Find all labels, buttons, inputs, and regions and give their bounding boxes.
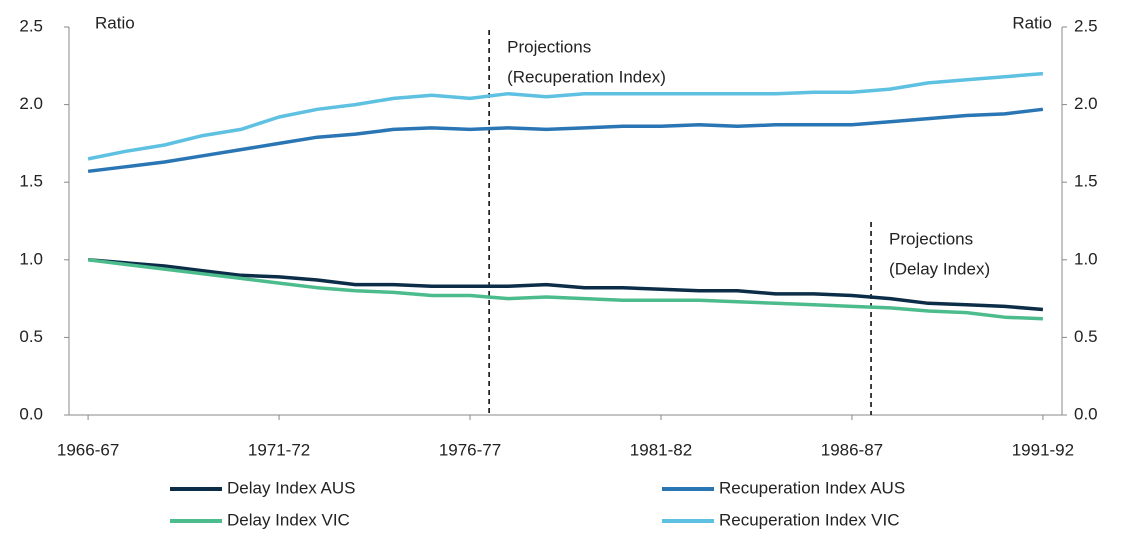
series-line <box>87 258 1044 312</box>
x-tick-label: 1966-67 <box>57 440 119 459</box>
legend-label: Recuperation Index VIC <box>719 510 900 529</box>
annotation-text: (Recuperation Index) <box>507 67 666 86</box>
series-line <box>87 107 1044 174</box>
y2-axis-label: Ratio <box>1012 13 1052 32</box>
series-line <box>87 71 1044 161</box>
y2-tick-label: 0.5 <box>1074 327 1098 346</box>
y-axis-label: Ratio <box>95 13 135 32</box>
y-tick-label: 1.5 <box>19 172 43 191</box>
series-line <box>87 258 1043 321</box>
y-tick-label: 0.5 <box>19 327 43 346</box>
legend-label: Delay Index VIC <box>227 510 350 529</box>
y-tick-label: 0.0 <box>19 404 43 423</box>
y2-tick-label: 2.5 <box>1074 16 1098 35</box>
annotation-text: Projections <box>507 37 591 56</box>
legend-label: Recuperation Index AUS <box>719 478 905 497</box>
y2-tick-label: 0.0 <box>1074 404 1098 423</box>
x-tick-label: 1986-87 <box>821 440 883 459</box>
annotation-text: (Delay Index) <box>889 259 990 278</box>
x-tick-label: 1991-92 <box>1012 440 1074 459</box>
y2-tick-label: 2.0 <box>1074 94 1098 113</box>
x-tick-label: 1976-77 <box>439 440 501 459</box>
x-tick-label: 1981-82 <box>630 440 692 459</box>
annotation-text: Projections <box>889 229 973 248</box>
y2-tick-label: 1.5 <box>1074 172 1098 191</box>
y-tick-label: 2.0 <box>19 94 43 113</box>
legend-label: Delay Index AUS <box>227 478 356 497</box>
x-tick-label: 1971-72 <box>248 440 310 459</box>
y2-tick-label: 1.0 <box>1074 249 1098 268</box>
y-tick-label: 2.5 <box>19 16 43 35</box>
y-tick-label: 1.0 <box>19 249 43 268</box>
